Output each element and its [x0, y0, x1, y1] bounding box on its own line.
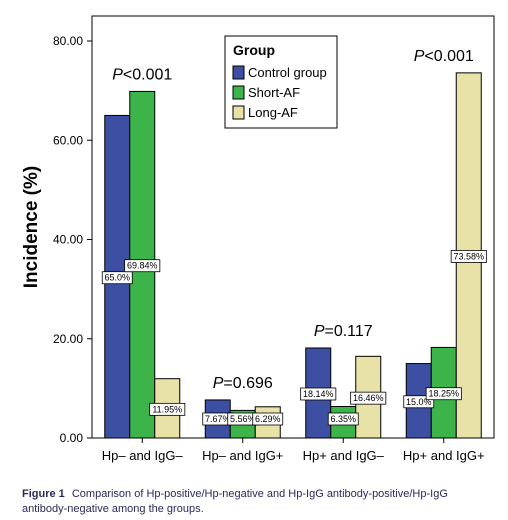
data-label: 69.84% — [127, 261, 158, 271]
data-label: 7.67% — [205, 414, 231, 424]
data-label-box — [425, 387, 462, 401]
p-value-annotation: P<0.001 — [414, 48, 474, 65]
p-value: =0.117 — [324, 323, 372, 340]
data-label-box — [101, 271, 133, 285]
p-value-annotation: P<0.001 — [112, 66, 172, 83]
x-tick-label: Hp– and IgG+ — [202, 448, 283, 463]
p-symbol: P — [213, 375, 224, 392]
y-tick-label: 0.00 — [60, 431, 84, 445]
data-label: 6.35% — [330, 414, 356, 424]
p-symbol: P — [414, 48, 425, 65]
y-axis-label: Incidence (%) — [21, 166, 42, 288]
data-label: 16.46% — [353, 393, 384, 403]
data-label-box — [327, 412, 359, 426]
bar-chart: 0.00 20.00 40.00 60.00 80.00 Incidence (%) 65.… — [21, 15, 495, 463]
legend-entry: Control group — [248, 65, 327, 80]
p-value: =0.696 — [223, 375, 272, 392]
data-label-box — [124, 259, 161, 273]
x-tick-label: Hp+ and IgG– — [303, 448, 385, 463]
data-label-box — [149, 402, 186, 416]
legend-swatch — [232, 85, 245, 100]
y-tick-label: 60.00 — [53, 133, 83, 147]
legend-entry: Long-AF — [248, 105, 298, 120]
legend-swatch — [232, 65, 245, 80]
p-value-annotation: P=0.117 — [314, 323, 373, 340]
data-label: 65.0% — [104, 273, 130, 283]
y-tick-label: 20.00 — [53, 332, 83, 346]
data-label: 18.25% — [428, 389, 459, 399]
p-symbol: P — [314, 323, 325, 340]
x-tick-label: Hp+ and IgG+ — [403, 448, 485, 463]
figure-caption: Figure 1 Comparison of Hp-positive/Hp-ne… — [22, 487, 492, 517]
data-label: 5.56% — [230, 414, 256, 424]
data-label-box — [450, 250, 487, 263]
y-tick-label: 40.00 — [53, 233, 83, 247]
data-label-box — [300, 387, 337, 401]
data-label-box — [350, 391, 387, 405]
p-value-annotation: P=0.696 — [213, 375, 273, 392]
legend-swatch — [232, 105, 245, 120]
p-value: <0.001 — [123, 66, 172, 83]
legend-entry: Short-AF — [248, 85, 300, 100]
legend-title: Group — [233, 42, 275, 58]
data-label: 73.58% — [453, 251, 484, 261]
data-label: 11.95% — [152, 404, 182, 414]
x-tick-label: Hp– and IgG– — [102, 448, 184, 463]
data-label-box — [252, 412, 284, 426]
data-label: 15.0% — [406, 397, 432, 407]
p-value: <0.001 — [424, 48, 473, 65]
figure-label: Figure 1 — [22, 488, 65, 500]
y-tick-label: 80.00 — [53, 34, 83, 48]
figure-caption-text: Comparison of Hp-positive/Hp-negative an… — [22, 488, 448, 515]
p-symbol: P — [112, 66, 123, 83]
data-label: 6.29% — [255, 414, 281, 424]
data-label: 18.14% — [303, 389, 334, 399]
